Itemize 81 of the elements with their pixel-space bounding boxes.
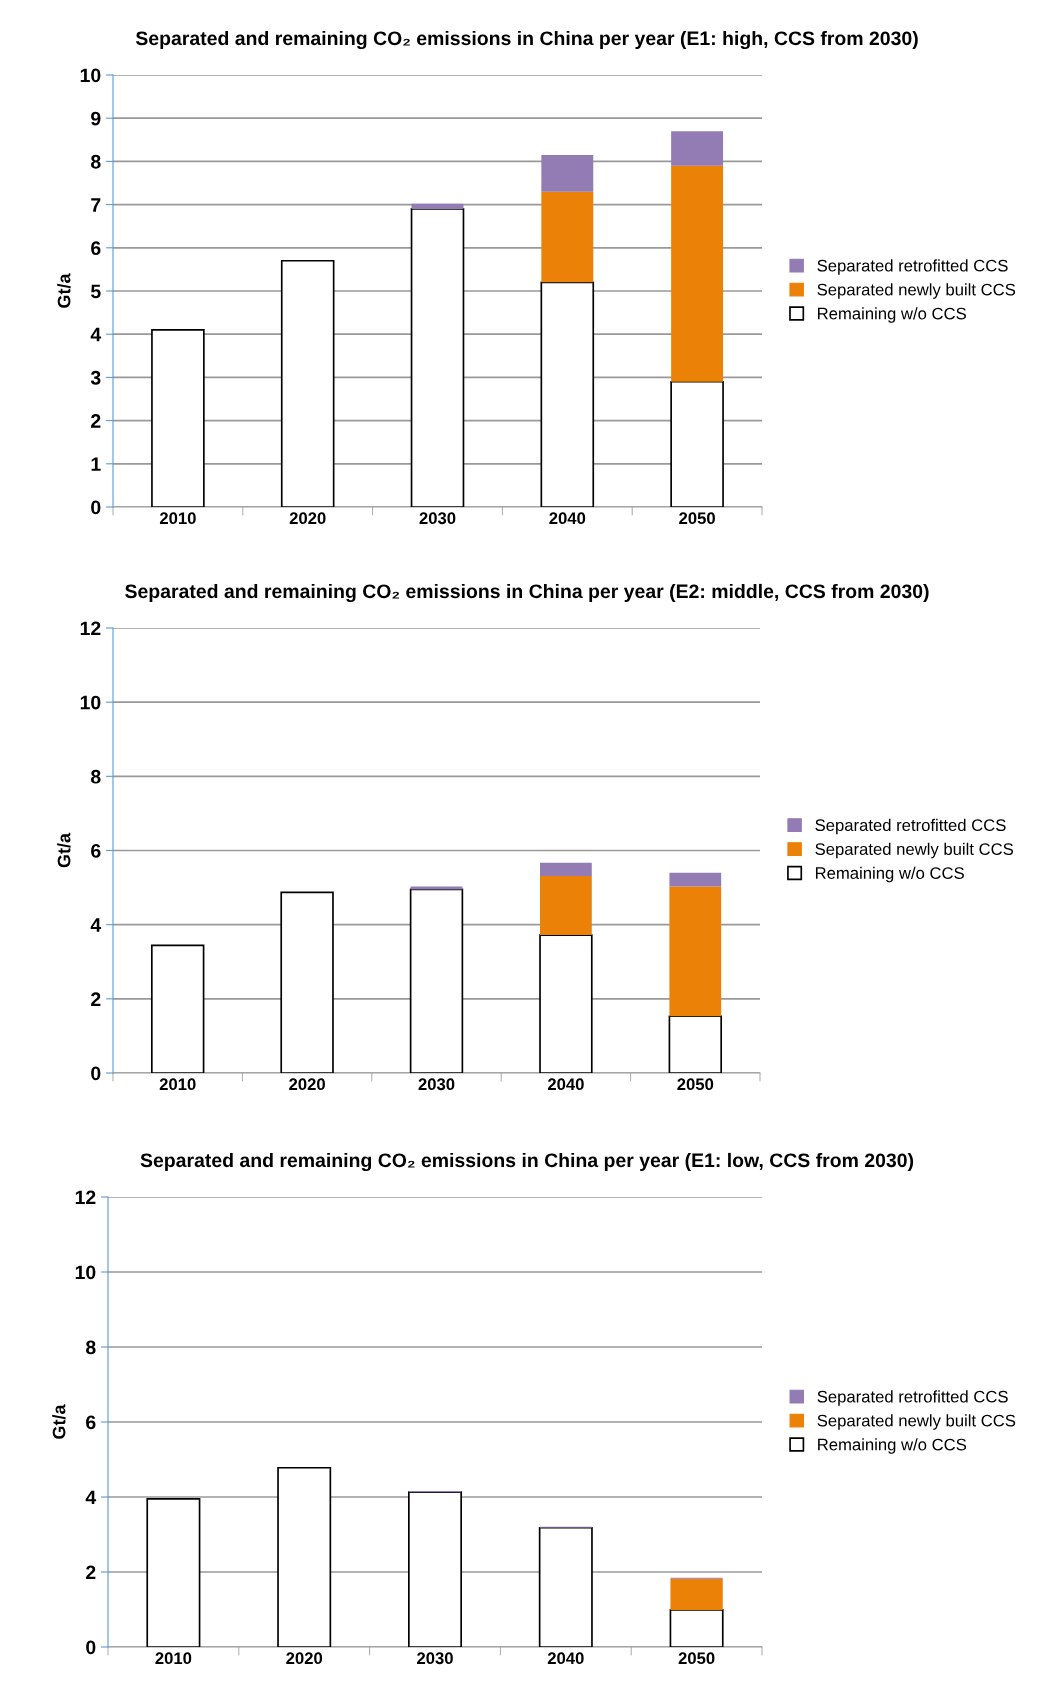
- y-tick-label: 4: [90, 327, 102, 342]
- x-tick-label: 2050: [679, 512, 715, 525]
- y-tick-label: 5: [90, 284, 101, 299]
- y-tick-label: 12: [80, 621, 101, 636]
- x-tick-label: 2020: [289, 1078, 325, 1091]
- bar: [151, 329, 205, 507]
- x-tick-label: 2040: [549, 512, 586, 525]
- x-tick-label: 2050: [678, 1652, 715, 1665]
- y-tick-label: 0: [86, 1640, 96, 1655]
- x-tick-label: 2030: [417, 1652, 453, 1665]
- bar: [540, 281, 595, 507]
- bar: [408, 1491, 462, 1647]
- bar: [668, 1015, 723, 1073]
- bar: [540, 862, 592, 877]
- legend-label: Separated retrofitted CCS: [815, 818, 1006, 835]
- bar: [538, 1526, 593, 1647]
- y-tick-label: 6: [86, 1415, 96, 1430]
- y-tick-label: 10: [80, 695, 101, 710]
- bar: [540, 876, 592, 936]
- y-tick-label: 2: [91, 414, 101, 428]
- bar: [411, 203, 464, 209]
- bar: [280, 891, 334, 1073]
- y-tick-label: 2: [91, 992, 101, 1006]
- bar: [671, 131, 724, 166]
- y-tick-label: 9: [91, 111, 101, 126]
- x-tick-label: 2040: [547, 1078, 584, 1091]
- y-axis-title: Gt/a: [57, 832, 71, 868]
- y-tick-label: 10: [75, 1265, 96, 1280]
- bar: [669, 886, 722, 1017]
- bar: [541, 154, 594, 192]
- bar: [671, 165, 724, 382]
- bar: [541, 191, 594, 283]
- y-axis-title: Gt/a: [52, 1404, 66, 1439]
- chart-title: Separated and remaining CO₂ emissions in China per year (E2: middle, CCS from 2030): [125, 583, 929, 603]
- bar: [410, 208, 465, 507]
- legend-label: Separated newly built CCS: [817, 1414, 1016, 1430]
- y-tick-label: 8: [91, 154, 101, 169]
- x-tick-label: 2010: [159, 512, 196, 525]
- legend-label: Remaining w/o CCS: [818, 307, 966, 323]
- bar: [410, 886, 463, 890]
- legend-label: Separated newly built CCS: [815, 842, 1014, 859]
- chart-title: Separated and remaining CO₂ emissions in China per year (E1: high, CCS from 2030): [135, 30, 918, 50]
- y-tick-label: 10: [80, 68, 101, 83]
- y-tick-label: 3: [90, 370, 101, 385]
- y-tick-label: 6: [91, 241, 101, 256]
- x-tick-label: 2030: [418, 1078, 455, 1091]
- legend-label: Separated retrofitted CCS: [817, 259, 1008, 275]
- y-tick-label: 2: [86, 1565, 96, 1580]
- x-tick-label: 2030: [419, 512, 456, 525]
- bar: [670, 380, 724, 507]
- bar: [669, 1609, 724, 1647]
- bar: [146, 1498, 201, 1647]
- y-tick-label: 4: [85, 1490, 97, 1505]
- chart-title: Separated and remaining CO₂ emissions in China per year (E1: low, CCS from 2030): [140, 1152, 914, 1172]
- legend-label: Remaining w/o CCS: [815, 866, 964, 883]
- y-tick-label: 1: [91, 457, 101, 471]
- legend-label: Remaining w/o CCS: [818, 1438, 967, 1454]
- y-tick-label: 0: [91, 1066, 101, 1081]
- x-tick-label: 2020: [289, 512, 326, 525]
- y-tick-label: 4: [90, 918, 102, 932]
- y-tick-label: 6: [91, 843, 101, 858]
- bar: [539, 934, 593, 1073]
- y-tick-label: 7: [91, 198, 101, 212]
- x-tick-label: 2050: [677, 1078, 714, 1091]
- y-axis-title: Gt/a: [57, 273, 71, 308]
- bar: [670, 1578, 723, 1610]
- bar: [669, 872, 722, 887]
- x-tick-label: 2010: [159, 1078, 196, 1091]
- bar: [409, 888, 464, 1073]
- bar: [150, 944, 205, 1073]
- y-tick-label: 8: [91, 769, 101, 784]
- y-tick-label: 0: [91, 500, 101, 515]
- bar: [280, 259, 335, 507]
- legend-label: Separated retrofitted CCS: [817, 1390, 1008, 1406]
- y-tick-label: 8: [86, 1340, 96, 1355]
- x-tick-label: 2010: [155, 1652, 192, 1665]
- x-tick-label: 2040: [547, 1652, 584, 1665]
- bar: [277, 1466, 332, 1647]
- y-tick-label: 12: [75, 1190, 96, 1205]
- legend-label: Separated newly built CCS: [817, 283, 1016, 299]
- x-tick-label: 2020: [286, 1652, 323, 1665]
